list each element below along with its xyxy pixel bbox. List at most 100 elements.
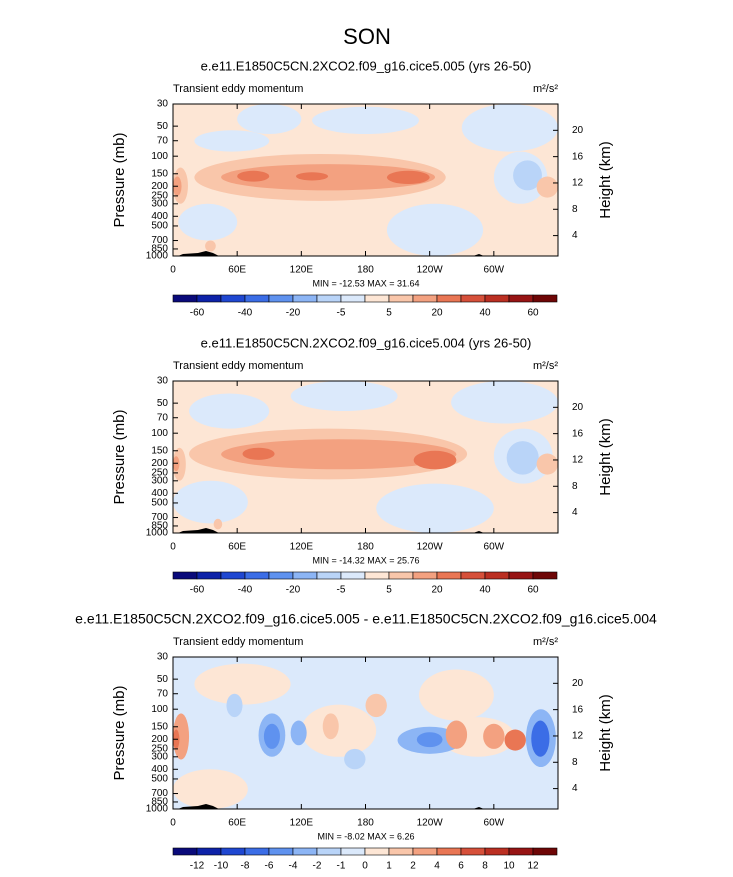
contour-region: [536, 176, 558, 198]
y-tick-label: 200: [151, 181, 168, 192]
colorbar-label: -8: [241, 861, 250, 872]
y-tick-label: 300: [151, 751, 168, 762]
y2-tick-label: 20: [572, 402, 584, 413]
colorbar-label: -1: [337, 861, 346, 872]
contour-field: [173, 381, 558, 533]
colorbar-label: 40: [479, 308, 491, 319]
colorbar-swatch: [508, 294, 534, 303]
colorbar-label: -20: [286, 308, 301, 319]
x-tick-label: 60E: [228, 265, 246, 276]
x-tick-label: 0: [170, 818, 176, 829]
x-tick-label: 60E: [228, 542, 246, 553]
contour-region: [237, 170, 270, 182]
colorbar-label: 60: [527, 308, 539, 319]
contour-region: [451, 381, 558, 424]
colorbar-swatch: [172, 571, 198, 580]
colorbar-swatch: [388, 571, 414, 580]
colorbar-swatch: [340, 847, 366, 856]
x-tick-label: 120W: [417, 542, 444, 553]
y-tick-label: 700: [151, 788, 168, 799]
colorbar-swatch: [268, 847, 294, 856]
colorbar-label: 1: [386, 861, 392, 872]
y-tick-label: 700: [151, 512, 168, 523]
colorbar-swatch: [412, 847, 438, 856]
colorbar-label: 5: [386, 308, 392, 319]
colorbar-label: 8: [482, 861, 488, 872]
colorbar-label: -60: [190, 585, 205, 596]
y2-axis-label: Height (km): [597, 141, 614, 219]
y-tick-label: 850: [151, 797, 168, 808]
colorbar-swatch: [292, 294, 318, 303]
left-label: Transient eddy momentum: [173, 360, 303, 372]
colorbar-swatch: [388, 294, 414, 303]
contour-region: [189, 393, 270, 429]
colorbar-swatch: [292, 847, 318, 856]
contour-region: [416, 732, 443, 748]
y-tick-label: 850: [151, 521, 168, 532]
y-tick-label: 30: [157, 652, 169, 663]
y-tick-label: 850: [151, 244, 168, 255]
colorbar-swatch: [316, 847, 342, 856]
y-tick-label: 300: [151, 198, 168, 209]
contour-region: [344, 748, 366, 770]
units-label: m²/s²: [533, 83, 558, 95]
contour-region: [365, 693, 387, 718]
x-tick-label: 120E: [290, 542, 314, 553]
y2-tick-label: 16: [572, 428, 584, 439]
colorbar-label: -40: [238, 585, 253, 596]
contour-region: [295, 172, 329, 181]
y2-tick-label: 16: [572, 151, 584, 162]
x-tick-label: 120E: [290, 818, 314, 829]
contour-region: [290, 720, 307, 746]
colorbar-swatch: [484, 571, 510, 580]
contour-region: [194, 130, 270, 152]
contour-region: [322, 713, 339, 740]
colorbar-label: -12: [190, 861, 205, 872]
contour-region: [242, 447, 275, 460]
x-tick-label: 60W: [484, 818, 505, 829]
y2-tick-label: 4: [572, 507, 578, 518]
panel-subtitle: e.e11.E1850C5CN.2XCO2.f09_g16.cice5.005 …: [75, 611, 657, 627]
y-tick-label: 150: [151, 168, 168, 179]
y-axis-label: Pressure (mb): [111, 409, 128, 504]
colorbar-swatch: [196, 294, 222, 303]
y2-tick-label: 20: [572, 125, 584, 136]
contour-panel: e.e11.E1850C5CN.2XCO2.f09_g16.cice5.005 …: [111, 58, 614, 318]
colorbar-swatch: [484, 294, 510, 303]
y-tick-label: 70: [157, 688, 169, 699]
contour-region: [301, 704, 377, 757]
colorbar-label: -5: [337, 308, 346, 319]
colorbar-label: 12: [527, 861, 539, 872]
colorbar-label: -2: [313, 861, 322, 872]
colorbar-swatch: [484, 847, 510, 856]
units-label: m²/s²: [533, 636, 558, 648]
y-tick-label: 500: [151, 221, 168, 232]
panel-subtitle: e.e11.E1850C5CN.2XCO2.f09_g16.cice5.004 …: [201, 335, 532, 350]
contour-region: [173, 480, 248, 524]
x-tick-label: 0: [170, 542, 176, 553]
colorbar-label: 4: [434, 861, 440, 872]
colorbar-label: -5: [337, 585, 346, 596]
y2-tick-label: 12: [572, 455, 584, 466]
colorbar-swatch: [340, 571, 366, 580]
y-tick-label: 50: [157, 398, 169, 409]
x-tick-label: 180: [357, 265, 374, 276]
y-tick-label: 50: [157, 674, 169, 685]
contour-region: [263, 723, 280, 749]
contour-region: [418, 669, 494, 721]
colorbar-swatch: [364, 571, 390, 580]
y-tick-label: 400: [151, 211, 168, 222]
colorbar-swatch: [196, 571, 222, 580]
colorbar-label: 20: [431, 585, 443, 596]
colorbar-label: 20: [431, 308, 443, 319]
colorbar-swatch: [244, 294, 270, 303]
contour-region: [506, 441, 539, 475]
y-tick-label: 700: [151, 235, 168, 246]
x-tick-label: 0: [170, 265, 176, 276]
y-tick-label: 30: [157, 376, 169, 387]
contour-panel: e.e11.E1850C5CN.2XCO2.f09_g16.cice5.005 …: [75, 611, 657, 872]
colorbar-swatch: [364, 294, 390, 303]
colorbar-label: -4: [289, 861, 298, 872]
stats-label: MIN = -12.53 MAX = 31.64: [312, 278, 419, 288]
y-tick-label: 300: [151, 475, 168, 486]
